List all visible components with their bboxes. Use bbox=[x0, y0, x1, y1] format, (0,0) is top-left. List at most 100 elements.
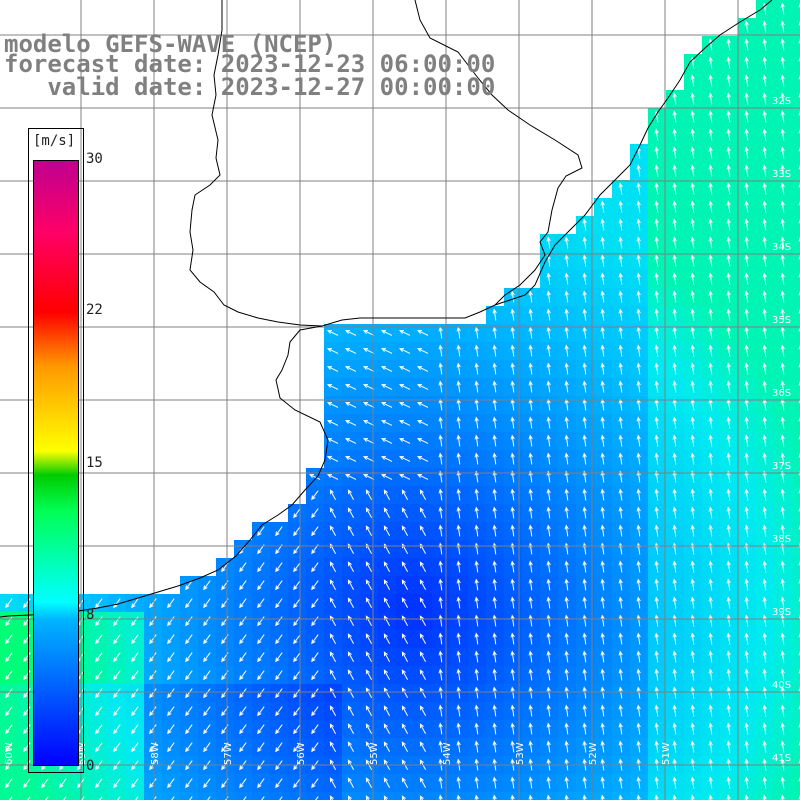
wind-arrow bbox=[762, 308, 767, 321]
wind-arrow bbox=[582, 506, 587, 519]
wind-arrow bbox=[708, 506, 713, 519]
wind-arrow bbox=[798, 668, 800, 674]
wind-arrow bbox=[59, 778, 67, 789]
wind-arrow bbox=[582, 686, 587, 699]
wind-arrow bbox=[456, 578, 461, 591]
wind-arrow bbox=[780, 218, 785, 231]
wind-arrow bbox=[762, 164, 767, 177]
wind-arrow bbox=[546, 686, 551, 699]
wind-arrow bbox=[347, 741, 355, 753]
wind-arrow bbox=[726, 578, 731, 591]
wind-arrow bbox=[329, 687, 337, 699]
wind-arrow bbox=[798, 110, 800, 116]
wind-arrow bbox=[311, 706, 319, 717]
wind-arrow bbox=[528, 668, 533, 681]
wind-arrow bbox=[438, 686, 443, 699]
wind-arrow bbox=[419, 579, 427, 591]
wind-arrow bbox=[167, 742, 175, 753]
wind-arrow bbox=[582, 776, 587, 789]
wind-arrow bbox=[672, 560, 677, 573]
wind-arrow bbox=[528, 416, 533, 429]
wind-arrow bbox=[311, 562, 319, 573]
wind-arrow bbox=[380, 474, 393, 480]
wind-arrow bbox=[492, 740, 497, 753]
wind-arrow bbox=[383, 669, 391, 681]
wind-arrow bbox=[492, 668, 497, 681]
wind-speed-cell bbox=[792, 36, 800, 55]
wind-arrow bbox=[383, 597, 391, 609]
wind-arrow bbox=[798, 20, 800, 26]
wind-speed-cell bbox=[792, 306, 800, 325]
wind-arrow bbox=[672, 668, 677, 681]
wind-arrow bbox=[492, 344, 497, 357]
wind-arrow bbox=[131, 778, 139, 789]
wind-arrow bbox=[780, 326, 785, 339]
wind-arrow bbox=[798, 506, 800, 512]
wind-arrow bbox=[438, 416, 443, 429]
wind-arrow bbox=[347, 723, 355, 735]
wind-arrow bbox=[456, 488, 461, 501]
wind-arrow bbox=[690, 596, 695, 609]
wind-arrow bbox=[744, 434, 749, 447]
wind-arrow bbox=[131, 616, 139, 627]
wind-arrow bbox=[438, 344, 443, 357]
wind-arrow bbox=[419, 651, 427, 663]
wind-arrow bbox=[600, 524, 605, 537]
wind-arrow bbox=[456, 614, 461, 627]
wind-arrow bbox=[275, 652, 283, 663]
wind-arrow bbox=[690, 290, 695, 303]
wind-arrow bbox=[690, 434, 695, 447]
wind-arrow bbox=[726, 380, 731, 393]
wind-arrow bbox=[510, 452, 515, 465]
wind-arrow bbox=[708, 560, 713, 573]
wind-arrow bbox=[383, 741, 391, 753]
wind-arrow bbox=[744, 722, 749, 735]
wind-arrow bbox=[492, 416, 497, 429]
wind-arrow bbox=[780, 524, 785, 537]
wind-arrow bbox=[167, 778, 175, 789]
wind-arrow bbox=[510, 740, 515, 753]
wind-arrow bbox=[383, 705, 391, 717]
wind-arrow bbox=[261, 796, 265, 800]
wind-arrow bbox=[762, 488, 767, 501]
wind-arrow bbox=[401, 723, 409, 735]
wind-arrow bbox=[582, 272, 587, 285]
wind-arrow bbox=[618, 524, 623, 537]
wind-arrow bbox=[690, 218, 695, 231]
wind-arrow bbox=[798, 344, 800, 350]
wind-arrow bbox=[798, 596, 800, 602]
wind-arrow bbox=[600, 668, 605, 681]
wind-arrow bbox=[618, 290, 623, 303]
wind-arrow bbox=[23, 724, 31, 735]
wind-arrow bbox=[582, 452, 587, 465]
wind-arrow bbox=[528, 452, 533, 465]
wind-arrow bbox=[690, 452, 695, 465]
coastline bbox=[189, 0, 773, 327]
title-valid-date: valid date: 2023-12-27 00:00:00 bbox=[4, 73, 496, 101]
wind-arrow bbox=[95, 670, 103, 681]
wind-arrow bbox=[708, 56, 713, 69]
wind-arrow bbox=[474, 614, 479, 627]
wind-arrow bbox=[167, 616, 175, 627]
wind-arrow bbox=[762, 452, 767, 465]
wind-arrow bbox=[347, 507, 355, 519]
wind-arrow bbox=[416, 474, 429, 480]
wind-arrow bbox=[582, 578, 587, 591]
wind-arrow bbox=[762, 110, 767, 123]
wind-arrow bbox=[744, 704, 749, 717]
wind-arrow bbox=[654, 254, 659, 267]
wind-arrow bbox=[636, 434, 641, 447]
wind-arrow bbox=[618, 200, 623, 213]
wind-arrow bbox=[398, 402, 411, 408]
wind-arrow bbox=[95, 724, 103, 735]
wind-arrow bbox=[203, 670, 211, 681]
wind-arrow bbox=[456, 668, 461, 681]
wind-arrow bbox=[726, 146, 731, 159]
wind-arrow bbox=[564, 650, 569, 663]
wind-arrow bbox=[311, 670, 319, 681]
wind-arrow bbox=[362, 330, 375, 336]
wind-arrow bbox=[474, 578, 479, 591]
wind-arrow bbox=[311, 616, 319, 627]
wind-arrow bbox=[293, 706, 301, 717]
wind-arrow bbox=[510, 524, 515, 537]
